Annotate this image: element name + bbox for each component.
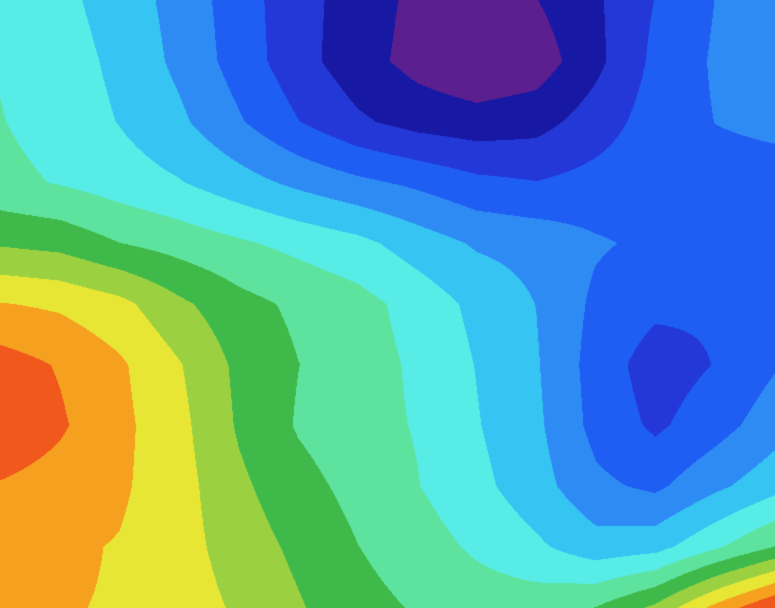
contour-heatmap [0, 0, 775, 608]
